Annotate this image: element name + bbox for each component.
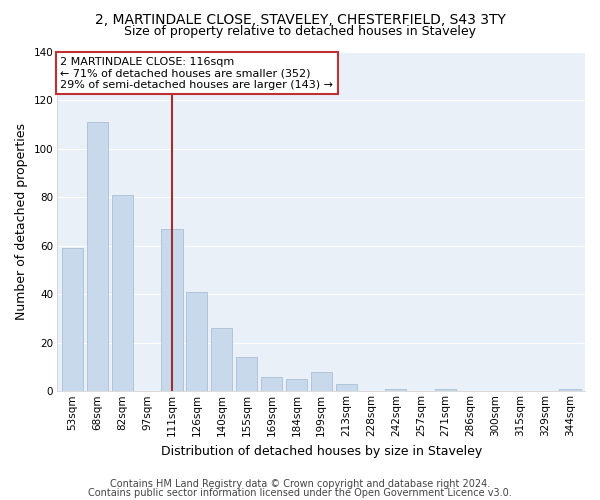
Y-axis label: Number of detached properties: Number of detached properties: [15, 123, 28, 320]
Bar: [236, 358, 257, 392]
Bar: [435, 389, 456, 392]
Bar: [261, 376, 282, 392]
Bar: [186, 292, 208, 392]
Text: Contains public sector information licensed under the Open Government Licence v3: Contains public sector information licen…: [88, 488, 512, 498]
Bar: [87, 122, 108, 392]
Bar: [211, 328, 232, 392]
Bar: [385, 389, 406, 392]
Bar: [335, 384, 356, 392]
Text: 2 MARTINDALE CLOSE: 116sqm
← 71% of detached houses are smaller (352)
29% of sem: 2 MARTINDALE CLOSE: 116sqm ← 71% of deta…: [60, 56, 333, 90]
Bar: [62, 248, 83, 392]
X-axis label: Distribution of detached houses by size in Staveley: Distribution of detached houses by size …: [161, 444, 482, 458]
Bar: [161, 228, 182, 392]
Bar: [112, 194, 133, 392]
Bar: [559, 389, 581, 392]
Bar: [286, 379, 307, 392]
Text: Size of property relative to detached houses in Staveley: Size of property relative to detached ho…: [124, 25, 476, 38]
Bar: [311, 372, 332, 392]
Text: Contains HM Land Registry data © Crown copyright and database right 2024.: Contains HM Land Registry data © Crown c…: [110, 479, 490, 489]
Text: 2, MARTINDALE CLOSE, STAVELEY, CHESTERFIELD, S43 3TY: 2, MARTINDALE CLOSE, STAVELEY, CHESTERFI…: [95, 12, 505, 26]
